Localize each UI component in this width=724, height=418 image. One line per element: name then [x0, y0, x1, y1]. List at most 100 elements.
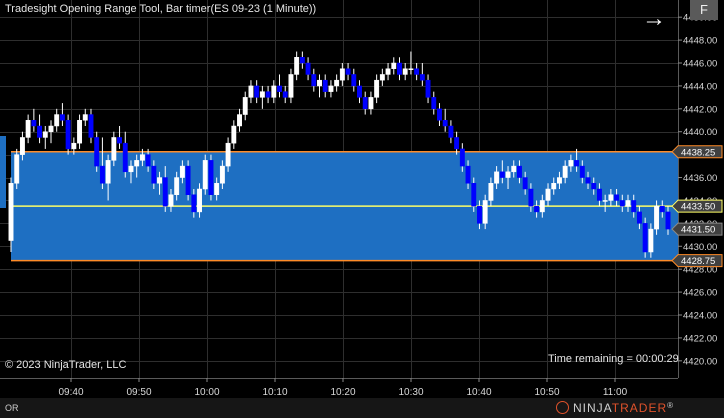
- price-tick-label: 4420.00: [683, 356, 717, 367]
- price-marker[interactable]: [671, 222, 723, 236]
- candle-body: [379, 74, 385, 81]
- candle-body: [311, 74, 317, 87]
- price-axis[interactable]: 4420.00 4422.00 4424.00 4426.00 4428.00 4430.…: [671, 0, 724, 398]
- candle-body: [345, 68, 351, 75]
- candle-body: [157, 177, 162, 184]
- candle-body: [54, 114, 60, 127]
- candle-body: [77, 120, 83, 144]
- brand-part-ninja: NINJA: [573, 401, 612, 415]
- candle-body: [94, 137, 100, 167]
- price-marker[interactable]: [671, 254, 723, 268]
- candle-body: [397, 62, 402, 75]
- candle-body: [59, 114, 65, 121]
- price-marker-label: 4433.50: [681, 202, 715, 213]
- candle-body: [665, 211, 671, 230]
- candle-body: [351, 74, 357, 87]
- time-tick-label: 10:40: [466, 387, 491, 398]
- candle-body: [648, 228, 654, 253]
- candle-body: [545, 188, 551, 201]
- status-bar: [0, 398, 724, 418]
- candlestick-series: [8, 51, 671, 258]
- candle-body: [425, 79, 431, 98]
- time-tick-label: 10:00: [194, 387, 219, 398]
- candle-body: [322, 79, 328, 92]
- candle-body: [8, 183, 14, 241]
- candle-body: [191, 194, 197, 213]
- time-tick-label: 09:40: [58, 387, 83, 398]
- time-tick-label: 10:30: [398, 387, 423, 398]
- candle-body: [522, 177, 528, 190]
- candle-body: [642, 223, 648, 253]
- price-tick-label: 4428.00: [683, 265, 717, 276]
- candle-body: [654, 205, 660, 230]
- candle-body: [334, 79, 340, 87]
- candle-body: [568, 160, 574, 167]
- bar-timer-text: Time remaining = 00:00:29: [548, 353, 679, 365]
- candle-body: [185, 165, 191, 195]
- candle-body: [42, 131, 48, 138]
- candle-body: [534, 205, 540, 213]
- candle-body: [294, 57, 300, 75]
- candle-body: [614, 194, 620, 201]
- candle-body: [128, 165, 134, 173]
- chart-title: Tradesight Opening Range Tool, Bar timer…: [5, 3, 317, 15]
- candle-body: [179, 165, 185, 178]
- candle-body: [557, 177, 562, 184]
- candle-body: [419, 74, 425, 81]
- price-tick-label: 4436.00: [683, 173, 717, 184]
- f-button[interactable]: F: [690, 0, 718, 20]
- price-marker-label: 4438.25: [681, 147, 715, 158]
- candle-body: [368, 97, 374, 110]
- price-axis-background: [679, 0, 724, 398]
- time-tick-label: 11:00: [603, 387, 628, 398]
- candle-body: [585, 177, 591, 184]
- price-marker[interactable]: [671, 145, 723, 159]
- candle-body: [71, 142, 77, 150]
- arrow-right-icon[interactable]: →: [642, 5, 666, 32]
- candle-body: [562, 165, 568, 178]
- price-marker-label: 4431.50: [681, 225, 715, 236]
- candle-body: [437, 108, 442, 121]
- price-marker[interactable]: [671, 199, 723, 213]
- candle-body: [282, 91, 288, 98]
- ninjatrader-logo-icon: [556, 401, 569, 414]
- candle-body: [391, 62, 397, 69]
- candle-body: [362, 97, 368, 110]
- candle-body: [111, 137, 117, 161]
- candle-body: [385, 68, 391, 75]
- indicator-label-or[interactable]: OR: [5, 403, 19, 413]
- candle-body: [482, 200, 488, 224]
- candle-body: [511, 165, 517, 173]
- collapse-panel-tab[interactable]: [0, 136, 6, 208]
- candle-body: [174, 177, 180, 195]
- candle-body: [636, 211, 642, 224]
- candle-body: [539, 200, 545, 213]
- candle-body: [168, 194, 174, 207]
- candle-body: [82, 114, 88, 121]
- candle-body: [499, 171, 505, 178]
- candle-body: [65, 120, 71, 150]
- time-axis[interactable]: 09:40 09:50 10:00 10:10 10:20 10:30 10:40 10:50…: [0, 378, 678, 398]
- candle-body: [219, 165, 225, 184]
- candle-body: [277, 85, 282, 92]
- price-tick-label: 4448.00: [683, 36, 717, 47]
- candle-body: [248, 85, 254, 98]
- candle-body: [48, 125, 54, 132]
- candle-body: [505, 171, 511, 178]
- candle-body: [288, 74, 294, 98]
- candle-body: [488, 183, 494, 201]
- candle-body: [37, 125, 43, 138]
- candle-body: [471, 183, 477, 207]
- brand-part-trader: TRADER: [611, 401, 668, 415]
- price-marker-label: 4428.75: [681, 256, 715, 267]
- ninjatrader-logo: NINJATRADER®: [556, 401, 674, 415]
- candle-body: [659, 205, 665, 213]
- candle-body: [271, 85, 277, 98]
- candle-body: [631, 200, 637, 213]
- candle-body: [299, 57, 305, 64]
- candle-body: [122, 142, 128, 173]
- candle-body: [145, 154, 151, 167]
- candle-body: [459, 148, 465, 167]
- candle-body: [117, 137, 122, 144]
- candle-body: [105, 160, 111, 184]
